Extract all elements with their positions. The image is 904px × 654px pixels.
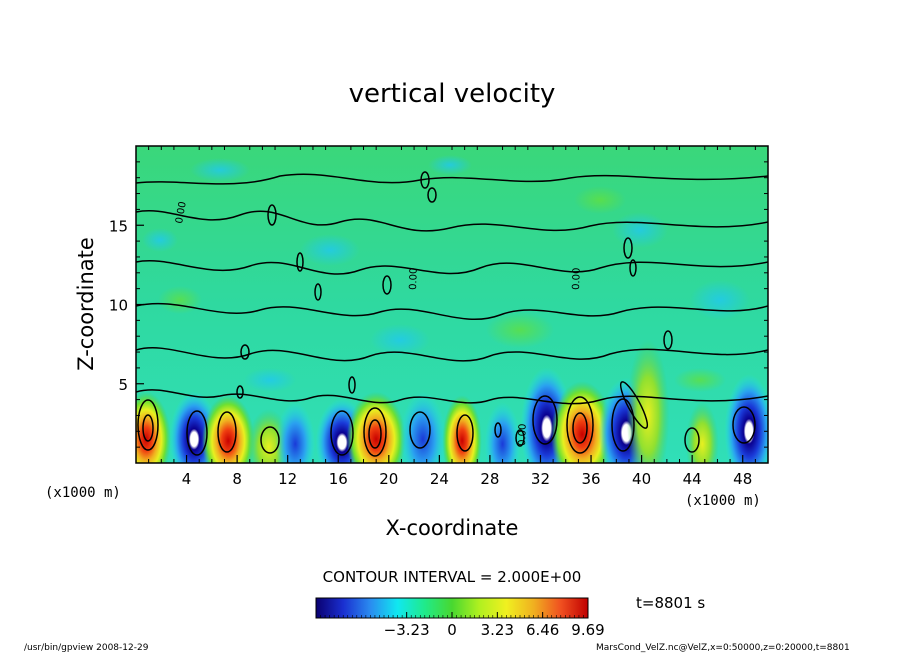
velocity-features (136, 339, 768, 463)
field-variation (486, 312, 554, 348)
x-tick-label: 44 (683, 470, 702, 488)
field-variation (142, 228, 178, 252)
field-variation (674, 368, 726, 392)
field-variation (158, 286, 202, 314)
colorbar-tick-label: 9.69 (571, 621, 604, 639)
colorbar-tick-label: −3.23 (384, 621, 430, 639)
field-variation (370, 324, 430, 356)
downdraft-cell (399, 391, 446, 463)
downdraft-cell (275, 402, 315, 463)
y-tick-label: 5 (118, 376, 128, 394)
field-variation (690, 280, 750, 320)
y-tick-label: 10 (109, 297, 128, 315)
chart-title: vertical velocity (349, 79, 556, 109)
y-axis: 5 10 15 (109, 161, 768, 448)
updraft-cell (685, 402, 719, 463)
x-tick-label: 4 (182, 470, 192, 488)
x-axis-label: X-coordinate (386, 516, 519, 540)
field-variation (190, 158, 250, 182)
x-tick-label: 16 (329, 470, 348, 488)
field-variation (428, 155, 472, 175)
x-tick-label: 24 (430, 470, 449, 488)
updraft-cell (346, 391, 406, 463)
footer-left: /usr/bin/gpview 2008-12-29 (24, 643, 149, 653)
x-tick-label: 12 (278, 470, 297, 488)
contour-lines (136, 171, 768, 457)
field-variation (244, 368, 296, 392)
plot-area: 0.00 0.00 0.00 0.00 (136, 146, 768, 463)
updraft-cell (626, 339, 670, 463)
x-tick-label: 28 (480, 470, 499, 488)
footer-right: MarsCond_VelZ.nc@VelZ,x=0:50000,z=0:2000… (596, 643, 850, 653)
colorbar-tick-label: 6.46 (526, 621, 559, 639)
updraft-cell (201, 395, 255, 463)
x-tick-label: 40 (632, 470, 651, 488)
colorbar-ticks: −3.23 0 3.23 6.46 9.69 (320, 612, 605, 639)
y-axis-label: Z-coordinate (74, 237, 98, 371)
contour-label: 0.00 (571, 267, 583, 290)
colorbar-tick-label: 3.23 (481, 621, 514, 639)
x-unit-label: (x1000 m) (685, 493, 761, 509)
x-tick-label: 48 (733, 470, 752, 488)
field-variation (300, 234, 360, 266)
contour-labels: 0.00 0.00 0.00 0.00 (174, 201, 583, 446)
contour-label: 0.00 (408, 267, 420, 290)
contour-interval: CONTOUR INTERVAL = 2.000E+00 (323, 568, 582, 586)
x-tick-label: 20 (379, 470, 398, 488)
updraft-cell (442, 395, 482, 463)
updraft-cell (550, 381, 614, 463)
x-axis: 4 8 12 16 20 24 28 32 36 40 44 48 (148, 146, 756, 488)
contour-label: 0.00 (174, 201, 189, 225)
x-tick-label: 32 (531, 470, 550, 488)
downdraft-cell (484, 402, 521, 463)
colorbar-tick-label: 0 (447, 621, 457, 639)
field-variation (612, 212, 668, 248)
y-tick-label: 15 (109, 217, 128, 235)
x-tick-label: 36 (581, 470, 600, 488)
field-variation (574, 186, 626, 214)
contour-label: 0.00 (517, 423, 529, 446)
x-tick-label: 8 (232, 470, 242, 488)
y-unit-label: (x1000 m) (45, 485, 121, 501)
time-label: t=8801 s (636, 594, 705, 612)
downdraft-cell (724, 374, 768, 463)
